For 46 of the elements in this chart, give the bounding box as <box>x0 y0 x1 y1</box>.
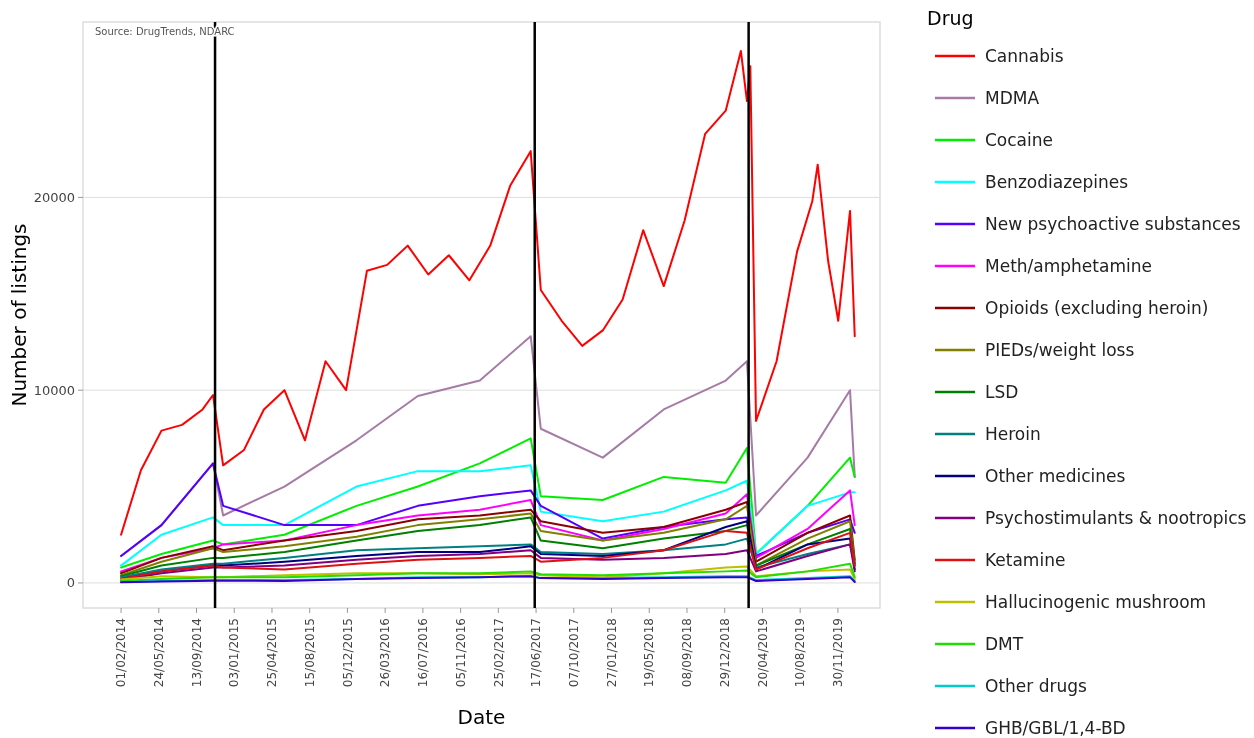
legend-label: Cannabis <box>985 45 1064 66</box>
legend-label: LSD <box>985 381 1019 402</box>
legend-label: New psychoactive substances <box>985 213 1241 234</box>
x-tick-label: 03/01/2015 <box>227 618 242 688</box>
x-tick-label: 10/08/2019 <box>793 618 808 688</box>
x-tick-label: 15/08/2015 <box>302 618 317 688</box>
x-tick-label: 29/12/2018 <box>717 618 732 688</box>
x-tick-label: 25/02/2017 <box>491 618 506 688</box>
legend-label: MDMA <box>985 87 1040 108</box>
legend-label: DMT <box>985 633 1024 654</box>
y-tick-label: 0 <box>66 575 75 591</box>
x-tick-label: 05/12/2015 <box>340 618 355 688</box>
legend-label: Cocaine <box>985 129 1053 150</box>
y-tick-label: 10000 <box>33 382 75 398</box>
x-tick-label: 05/11/2016 <box>453 618 468 688</box>
x-tick-label: 01/02/2014 <box>114 618 129 688</box>
x-tick-label: 25/04/2015 <box>265 618 280 688</box>
x-axis-title: Date <box>457 705 506 729</box>
y-axis-title: Number of listings <box>7 223 31 407</box>
legend-label: PIEDs/weight loss <box>985 339 1135 360</box>
legend-label: Other drugs <box>985 675 1088 696</box>
y-tick-label: 20000 <box>33 189 75 205</box>
legend-label: GHB/GBL/1,4-BD <box>985 717 1126 738</box>
legend-label: Other medicines <box>985 465 1126 486</box>
legend-title: Drug <box>927 6 974 29</box>
line-series <box>120 437 856 569</box>
line-series <box>120 489 856 573</box>
x-tick-label: 13/09/2014 <box>189 618 204 688</box>
x-tick-label: 20/04/2019 <box>755 618 770 688</box>
x-tick-label: 30/11/2019 <box>831 618 846 688</box>
legend-label: Opioids (excluding heroin) <box>985 297 1209 318</box>
legend-label: Ketamine <box>985 549 1066 570</box>
x-tick-label: 07/10/2017 <box>567 618 581 688</box>
legend-label: Benzodiazepines <box>985 171 1129 192</box>
legend-label: Meth/amphetamine <box>985 255 1152 276</box>
x-tick-label: 24/05/2014 <box>151 618 166 688</box>
legend-label: Psychostimulants & nootropics <box>985 507 1247 528</box>
line-series <box>120 49 856 536</box>
x-tick-label: 26/03/2016 <box>378 618 393 688</box>
x-tick-label: 16/07/2016 <box>416 618 431 688</box>
legend-label: Heroin <box>985 423 1041 444</box>
x-tick-label: 19/05/2018 <box>642 618 657 688</box>
x-tick-label: 27/01/2018 <box>604 618 619 688</box>
legend-label: Hallucinogenic mushroom <box>985 591 1207 612</box>
x-tick-label: 08/09/2018 <box>680 618 695 688</box>
x-tick-label: 17/06/2017 <box>529 618 544 688</box>
